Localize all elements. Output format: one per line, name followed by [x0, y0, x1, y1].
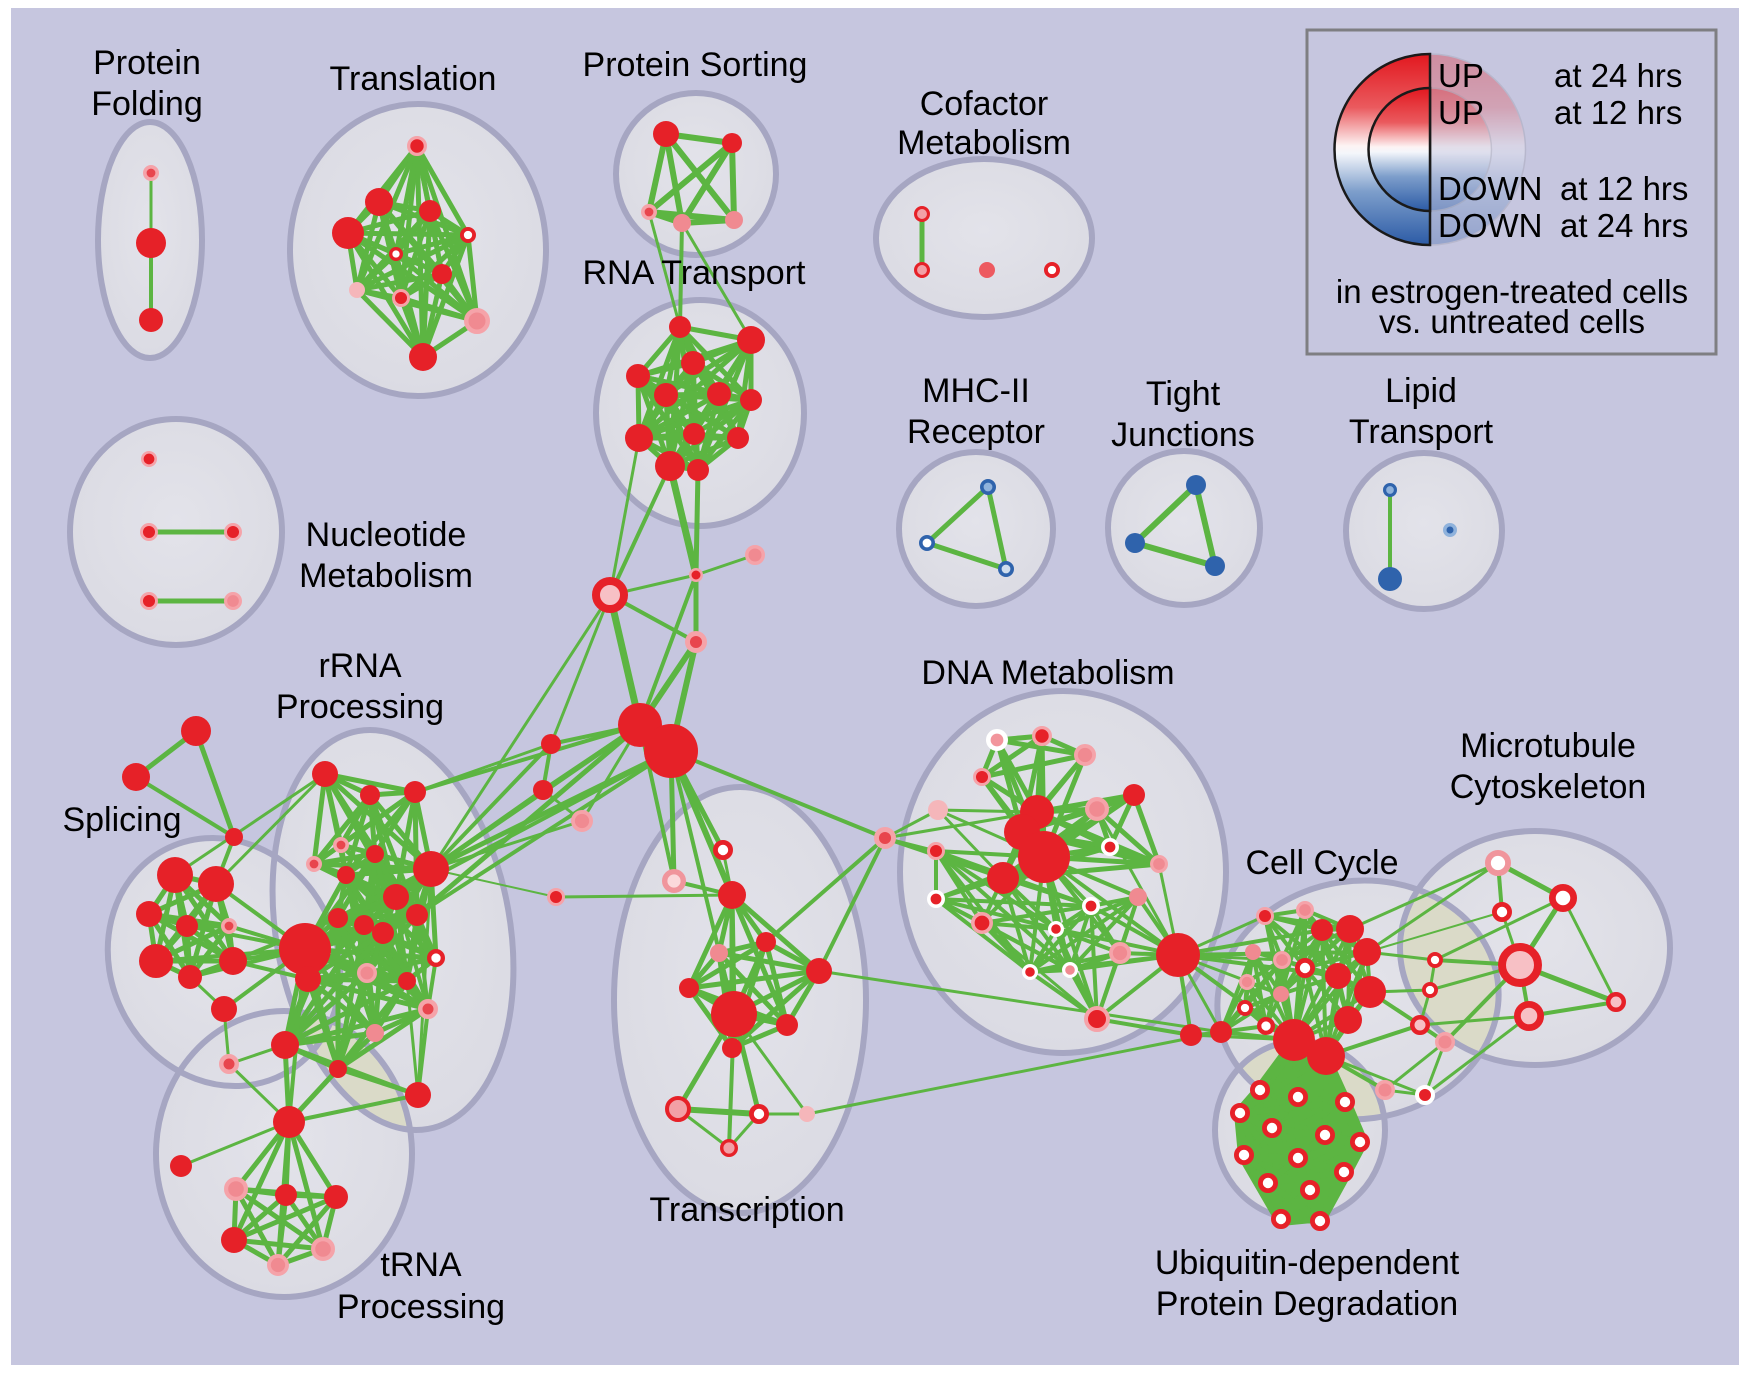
svg-text:Folding: Folding: [91, 85, 203, 123]
svg-text:Transcription: Transcription: [649, 1191, 844, 1229]
svg-text:DOWN: DOWN: [1438, 207, 1542, 244]
svg-text:at 12 hrs: at 12 hrs: [1560, 170, 1688, 207]
svg-text:Protein Sorting: Protein Sorting: [583, 46, 808, 84]
svg-text:Metabolism: Metabolism: [897, 124, 1071, 162]
svg-text:DNA Metabolism: DNA Metabolism: [921, 654, 1174, 692]
svg-text:Junctions: Junctions: [1111, 416, 1255, 454]
svg-text:vs. untreated cells: vs. untreated cells: [1379, 303, 1645, 340]
svg-text:Protein Degradation: Protein Degradation: [1156, 1285, 1458, 1323]
svg-text:at 24 hrs: at 24 hrs: [1554, 57, 1682, 94]
svg-text:UP: UP: [1438, 57, 1484, 94]
svg-text:Microtubule: Microtubule: [1460, 727, 1636, 765]
svg-text:at 24 hrs: at 24 hrs: [1560, 207, 1688, 244]
svg-text:MHC-II: MHC-II: [922, 372, 1030, 410]
svg-text:at 12 hrs: at 12 hrs: [1554, 94, 1682, 131]
svg-text:Translation: Translation: [330, 60, 497, 98]
svg-text:Ubiquitin-dependent: Ubiquitin-dependent: [1155, 1244, 1460, 1282]
svg-text:Transport: Transport: [1349, 413, 1494, 451]
svg-text:Tight: Tight: [1146, 375, 1221, 413]
svg-text:Cytoskeleton: Cytoskeleton: [1450, 768, 1647, 806]
svg-text:tRNA: tRNA: [380, 1246, 462, 1284]
svg-text:Nucleotide: Nucleotide: [306, 516, 467, 554]
svg-text:UP: UP: [1438, 94, 1484, 131]
svg-text:Processing: Processing: [337, 1288, 505, 1326]
svg-text:Splicing: Splicing: [62, 801, 181, 839]
svg-text:RNA Transport: RNA Transport: [583, 254, 807, 292]
svg-text:Protein: Protein: [93, 44, 201, 82]
svg-text:Metabolism: Metabolism: [299, 557, 473, 595]
svg-text:in estrogen-treated cells: in estrogen-treated cells: [1336, 273, 1688, 310]
svg-text:Cofactor: Cofactor: [920, 85, 1049, 123]
svg-text:Cell Cycle: Cell Cycle: [1245, 844, 1398, 882]
svg-text:rRNA: rRNA: [318, 647, 401, 685]
svg-text:Processing: Processing: [276, 688, 444, 726]
svg-text:DOWN: DOWN: [1438, 170, 1542, 207]
svg-text:Receptor: Receptor: [907, 413, 1045, 451]
svg-text:Lipid: Lipid: [1385, 372, 1457, 410]
